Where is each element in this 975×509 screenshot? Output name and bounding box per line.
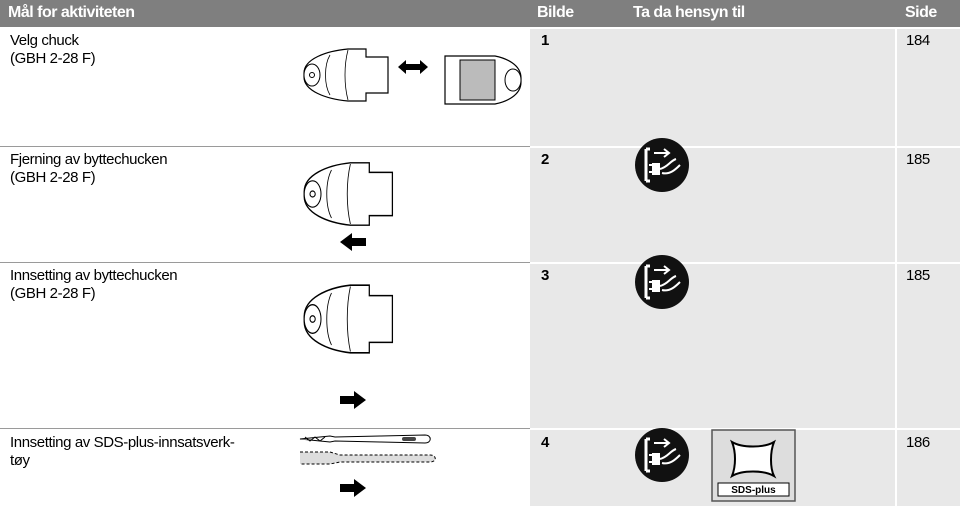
row-bg <box>530 29 895 146</box>
figure-number: 3 <box>541 267 549 284</box>
figure-number: 2 <box>541 151 549 168</box>
activity-line: tøy <box>10 452 30 469</box>
page-number: 185 <box>906 267 930 284</box>
header-activity: Mål for aktiviteten <box>8 4 135 21</box>
activity-line: Fjerning av byttechucken <box>10 151 168 168</box>
row-bg <box>897 148 960 262</box>
page-number: 186 <box>906 434 930 451</box>
activity: Velg chuck (GBH 2-28 F) <box>10 32 96 68</box>
row-separator <box>0 146 530 147</box>
header-note: Ta da hensyn til <box>633 4 745 21</box>
row-separator <box>0 262 530 263</box>
row-separator <box>0 428 530 429</box>
icon-label: SDS-plus <box>731 485 776 496</box>
activity-line: Innsetting av SDS-plus-innsatsverk- <box>10 434 235 451</box>
row-bg <box>530 264 895 428</box>
header-page: Side <box>905 4 937 21</box>
activity-line: (GBH 2-28 F) <box>10 50 96 67</box>
row-bg <box>530 148 895 262</box>
activity: Innsetting av SDS-plus-innsatsverk-tøy <box>10 434 235 470</box>
activity-line: (GBH 2-28 F) <box>10 285 96 302</box>
figure-number: 4 <box>541 434 549 451</box>
row-bg <box>897 29 960 146</box>
activity-line: Velg chuck <box>10 32 79 49</box>
activity: Fjerning av byttechucken (GBH 2-28 F) <box>10 151 168 187</box>
row-bg <box>897 430 960 506</box>
header-figure: Bilde <box>537 4 574 21</box>
page-number: 185 <box>906 151 930 168</box>
activity-line: (GBH 2-28 F) <box>10 169 96 186</box>
page-number: 184 <box>906 32 930 49</box>
figure-number: 1 <box>541 32 549 49</box>
header-bar <box>0 0 960 27</box>
row-bg <box>897 264 960 428</box>
activity: Innsetting av byttechucken (GBH 2-28 F) <box>10 267 178 303</box>
activity-line: Innsetting av byttechucken <box>10 267 178 284</box>
